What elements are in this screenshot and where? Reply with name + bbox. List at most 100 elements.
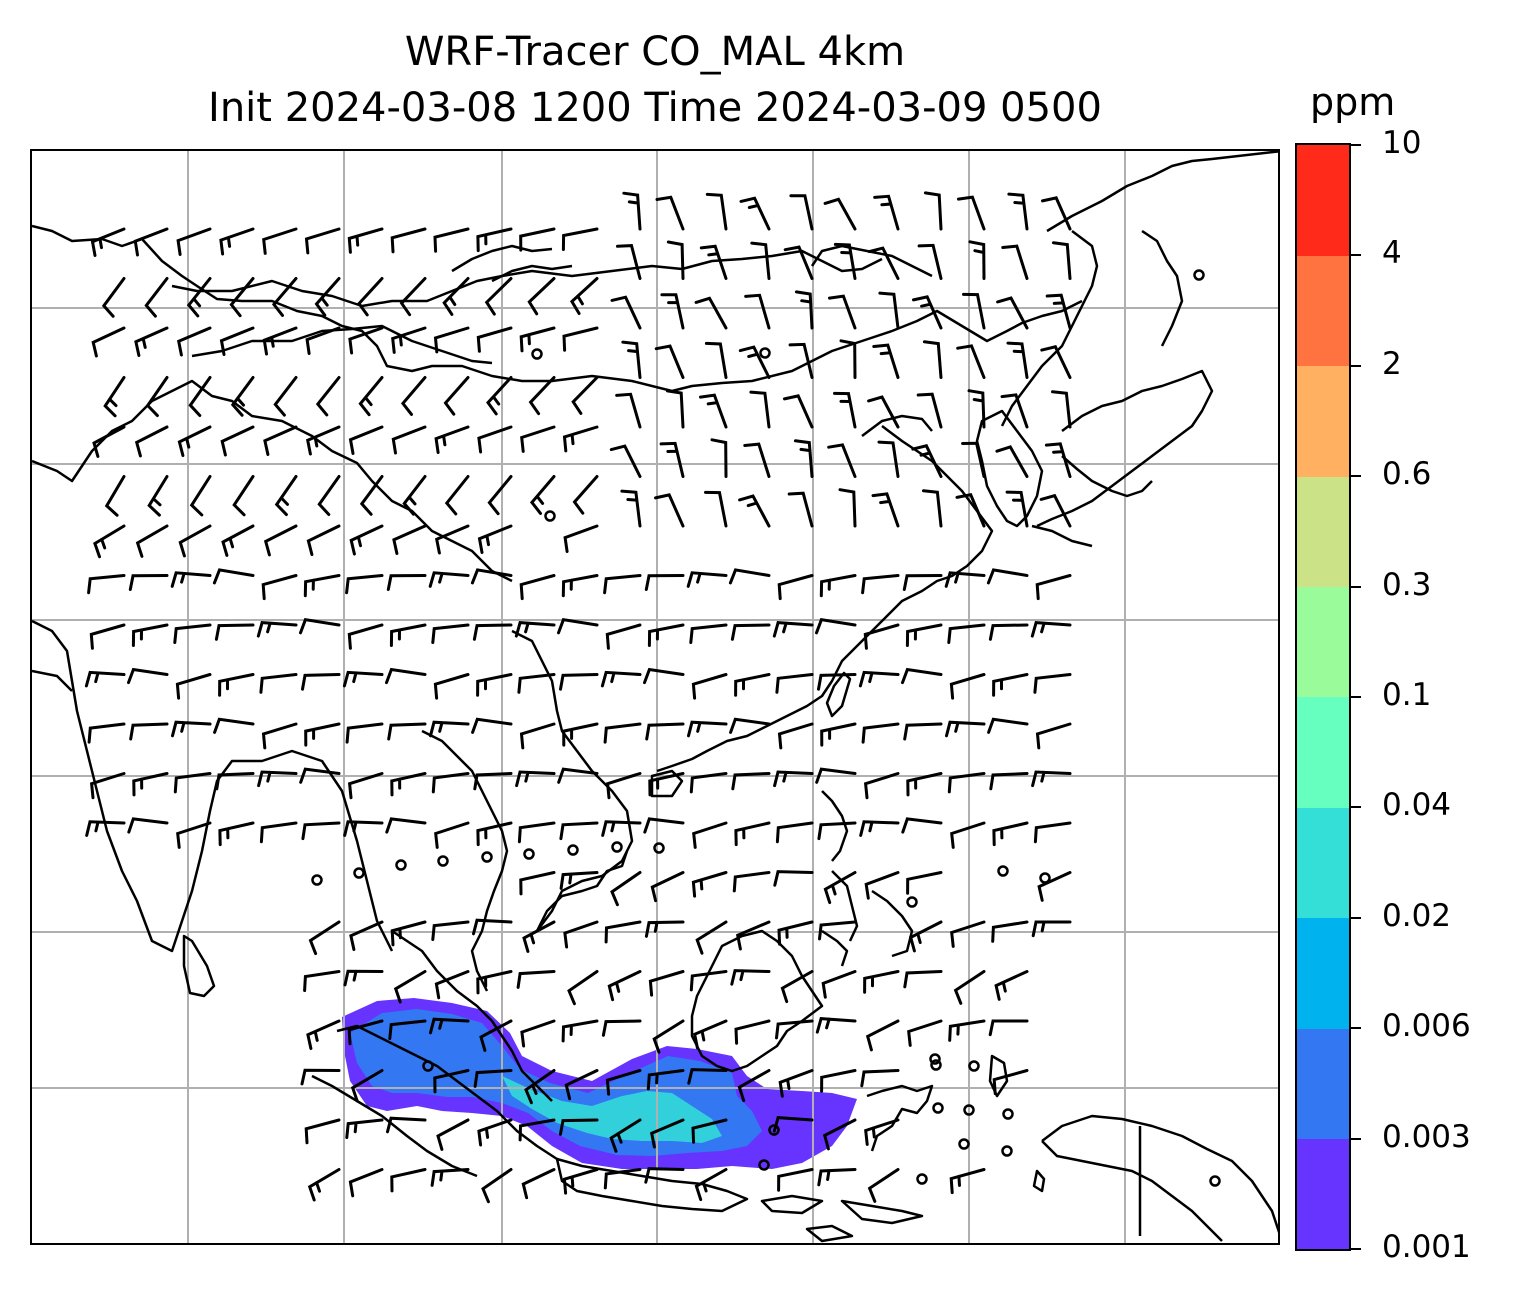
wind-barb [472, 918, 513, 936]
wind-barb [345, 722, 384, 744]
wind-barb [477, 1118, 513, 1147]
wind-barb [777, 574, 814, 601]
wind-barb [347, 623, 384, 650]
wind-barb [1001, 244, 1029, 280]
wind-barb [872, 343, 900, 379]
wind-barb [827, 443, 857, 478]
wind-barb [219, 227, 255, 256]
wind-barb [261, 722, 298, 750]
wind-barb [787, 491, 814, 528]
map-grid [32, 151, 1278, 1243]
colorbar-tick-label: 0.04 [1382, 787, 1452, 824]
wind-barb [259, 821, 298, 844]
wind-barb [992, 821, 1029, 847]
colorbar-tick [1351, 1137, 1361, 1140]
wind-barb [147, 475, 169, 517]
wind-barb [823, 871, 857, 905]
wind-barb [514, 621, 556, 638]
wind-barb [817, 821, 857, 841]
wind-barb [694, 1168, 728, 1202]
wind-barb [793, 439, 814, 478]
wind-barb [864, 1118, 900, 1146]
wind-barb [731, 772, 771, 791]
wind-barb [520, 425, 556, 453]
wind-barb [436, 1118, 470, 1151]
wind-barb [186, 277, 212, 318]
wind-barb [477, 524, 513, 554]
wind-barb [171, 720, 212, 738]
wind-barb [170, 571, 212, 588]
wind-barb [945, 720, 986, 738]
wind-barb [188, 376, 212, 417]
wind-barb [221, 524, 255, 557]
wind-barb [567, 970, 599, 1006]
wind-barb [559, 673, 599, 691]
wind-barb [710, 438, 728, 478]
wind-barb [342, 670, 384, 688]
wind-barb [956, 344, 986, 379]
wind-barb [833, 391, 857, 429]
wind-barb [400, 376, 427, 416]
calm-wind-circle [567, 844, 579, 856]
calm-wind-circle [437, 855, 449, 867]
wind-barb [386, 1116, 427, 1134]
wind-barb [428, 571, 470, 588]
wind-barb [833, 242, 857, 280]
wind-barb [484, 277, 513, 316]
calm-wind-circle [932, 1102, 944, 1114]
wind-barb [347, 772, 384, 800]
wind-barb [304, 722, 341, 747]
wind-barb [128, 574, 169, 591]
wind-barb [257, 770, 298, 788]
wind-barb [739, 196, 771, 231]
wind-barb [212, 568, 255, 585]
wind-barb [605, 772, 642, 800]
wind-barb [515, 770, 556, 788]
calm-wind-circle [311, 874, 323, 886]
wind-barb [214, 623, 255, 641]
wind-barb [220, 425, 255, 457]
wind-barb [860, 1069, 900, 1088]
wind-barb [953, 970, 986, 1005]
wind-barb [783, 245, 814, 280]
wind-barb [87, 574, 126, 595]
wind-barb [144, 277, 169, 318]
wind-barb [794, 290, 814, 330]
wind-barb [215, 772, 255, 791]
wind-barb [528, 376, 556, 416]
wind-barb [648, 772, 685, 797]
wind-barb [729, 717, 771, 734]
wind-barb [305, 425, 341, 456]
wind-barb [529, 475, 556, 515]
wind-barb [527, 277, 556, 316]
wind-barb [643, 817, 685, 834]
wind-barb [901, 817, 943, 834]
wind-barb [303, 574, 341, 598]
wind-barb [476, 227, 513, 253]
wind-barb [820, 722, 857, 747]
wind-barb [1037, 871, 1072, 902]
wind-barb [301, 821, 341, 841]
wind-barb [777, 920, 814, 946]
colorbar-tick [1351, 806, 1361, 809]
wind-barb [317, 475, 341, 516]
wind-barb [645, 722, 685, 741]
wind-barb [173, 623, 212, 644]
colorbar-tick [1351, 1248, 1361, 1250]
wind-barb [603, 574, 642, 595]
colorbar-tick-label: 0.3 [1382, 566, 1432, 603]
wind-barb [734, 673, 771, 697]
wind-barb [917, 243, 943, 280]
colorbar-tick-label: 0.6 [1382, 456, 1432, 493]
wind-barb [1044, 442, 1072, 478]
wind-barb [967, 389, 986, 429]
wind-barb [519, 871, 556, 896]
wind-barb [775, 1019, 814, 1040]
wind-barb [654, 344, 685, 379]
wind-barb [358, 376, 384, 417]
colorbar-tick-label: 0.003 [1382, 1118, 1471, 1155]
wind-barb [863, 623, 900, 650]
calm-wind-circle [422, 1060, 434, 1072]
calm-wind-circle [653, 842, 665, 854]
wind-barb [907, 1019, 943, 1047]
